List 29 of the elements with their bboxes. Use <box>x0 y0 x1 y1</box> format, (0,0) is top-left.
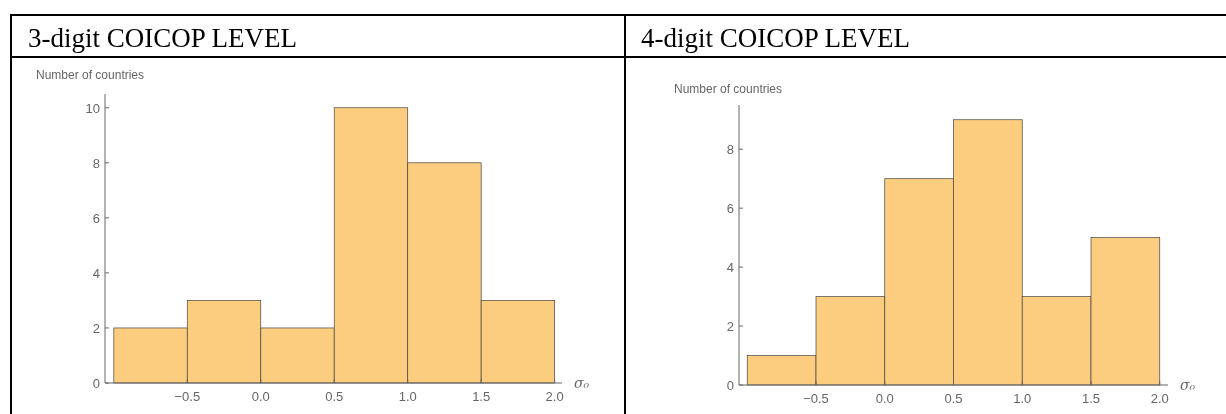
chart-title: 3-digit COICOP LEVEL <box>28 23 297 53</box>
x-tick-label: 0.5 <box>325 389 344 404</box>
y-axis-title: Number of countries <box>36 68 145 82</box>
x-tick-label: 0.5 <box>944 391 963 406</box>
y-tick-label: 4 <box>726 260 734 276</box>
x-tick-label: 2.0 <box>1150 391 1169 406</box>
x-tick-label: 2.0 <box>545 389 564 404</box>
x-axis-title: σ₀ <box>1180 377 1196 393</box>
x-tick-label: 1.0 <box>1013 391 1032 406</box>
y-tick-label: 6 <box>726 201 734 217</box>
y-tick-label: 8 <box>92 155 100 171</box>
y-tick-label: 10 <box>85 100 100 116</box>
y-axis-title: Number of countries <box>674 82 783 96</box>
y-tick-label: 6 <box>92 210 100 226</box>
x-tick-label: −0.5 <box>174 389 201 404</box>
x-axis-title: σ₀ <box>574 375 590 391</box>
y-tick-label: 0 <box>726 378 734 393</box>
x-tick-label: 0.0 <box>251 389 270 404</box>
y-tick-label: 0 <box>92 376 100 391</box>
x-tick-label: −0.5 <box>803 391 829 406</box>
y-tick-label: 2 <box>92 320 100 336</box>
x-tick-label: 1.5 <box>1081 391 1101 406</box>
x-tick-label: 1.0 <box>398 389 417 404</box>
y-tick-label: 4 <box>92 265 100 281</box>
chart-title: 4-digit COICOP LEVEL <box>641 23 910 53</box>
x-tick-label: 1.5 <box>472 389 491 404</box>
x-tick-label: 0.0 <box>875 391 894 406</box>
y-tick-label: 8 <box>726 142 734 158</box>
y-tick-label: 2 <box>726 319 734 335</box>
